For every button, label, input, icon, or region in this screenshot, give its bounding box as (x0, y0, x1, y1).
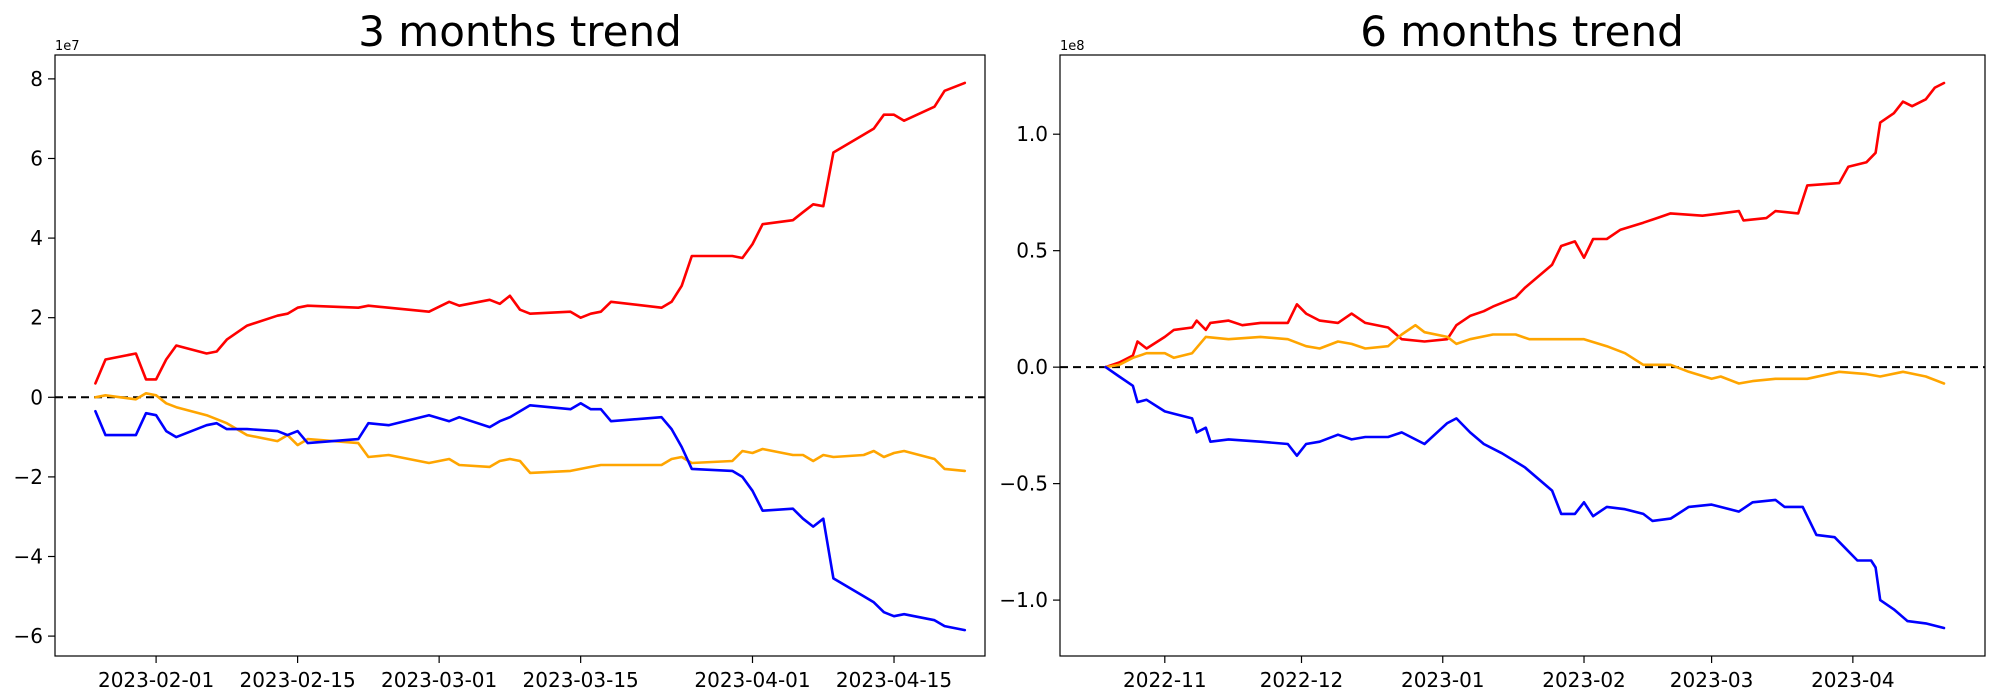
y-tick-label: −6 (14, 624, 43, 648)
x-tick-label: 2023-04-15 (836, 668, 952, 692)
chart-title: 6 months trend (1360, 7, 1684, 56)
x-tick-label: 2023-02-01 (98, 668, 214, 692)
x-tick-label: 2023-02-15 (239, 668, 355, 692)
series-line (94, 402, 967, 632)
series-lines (94, 81, 967, 632)
x-tick-label: 2023-04 (1811, 668, 1895, 692)
y-tick-label: 4 (30, 226, 43, 250)
y-tick-label: 1.0 (1016, 122, 1048, 146)
y-tick-label: 0.0 (1016, 355, 1048, 379)
y-axis: −6 −4 −2 0 2 4 6 8 (14, 67, 55, 648)
x-tick-label: 2023-03-15 (523, 668, 639, 692)
x-tick-label: 2022-11 (1123, 668, 1207, 692)
x-tick-label: 2022-12 (1260, 668, 1344, 692)
series-line (1104, 323, 1946, 385)
plot-frame (54, 54, 986, 657)
chart-6-months: 6 months trend 1e8 2022-11 2022-12 2023-01… (999, 7, 1986, 692)
y-offset-label: 1e8 (1060, 39, 1085, 54)
chart-title: 3 months trend (358, 7, 682, 56)
y-tick-label: 0 (30, 385, 43, 409)
chart-3-months: 3 months trend 1e7 2023-02-01 2023-02-15 2… (14, 7, 986, 692)
series-line (1104, 81, 1946, 369)
plot-frame (1059, 54, 1986, 657)
y-tick-label: 8 (30, 67, 43, 91)
x-tick-label: 2023-04-01 (694, 668, 810, 692)
series-line (94, 81, 967, 385)
y-tick-label: 2 (30, 306, 43, 330)
series-line (94, 392, 967, 475)
series-line (1104, 365, 1946, 630)
y-tick-label: −4 (14, 544, 43, 568)
x-tick-label: 2023-03 (1670, 668, 1754, 692)
y-tick-label: −0.5 (999, 472, 1048, 496)
x-tick-label: 2023-01 (1401, 668, 1485, 692)
series-lines (1104, 81, 1946, 630)
y-tick-label: 6 (30, 146, 43, 170)
y-tick-label: 0.5 (1016, 239, 1048, 263)
x-tick-label: 2023-03-01 (381, 668, 497, 692)
y-tick-label: −2 (14, 465, 43, 489)
y-offset-label: 1e7 (55, 39, 80, 54)
x-axis: 2023-02-01 2023-02-15 2023-03-01 2023-03-15… (98, 656, 952, 692)
y-axis: −1.0 −0.5 0.0 0.5 1.0 (999, 122, 1060, 612)
x-tick-label: 2023-02 (1542, 668, 1626, 692)
y-tick-label: −1.0 (999, 588, 1048, 612)
x-axis: 2022-11 2022-12 2023-01 2023-02 2023-03 2023-… (1123, 656, 1895, 692)
